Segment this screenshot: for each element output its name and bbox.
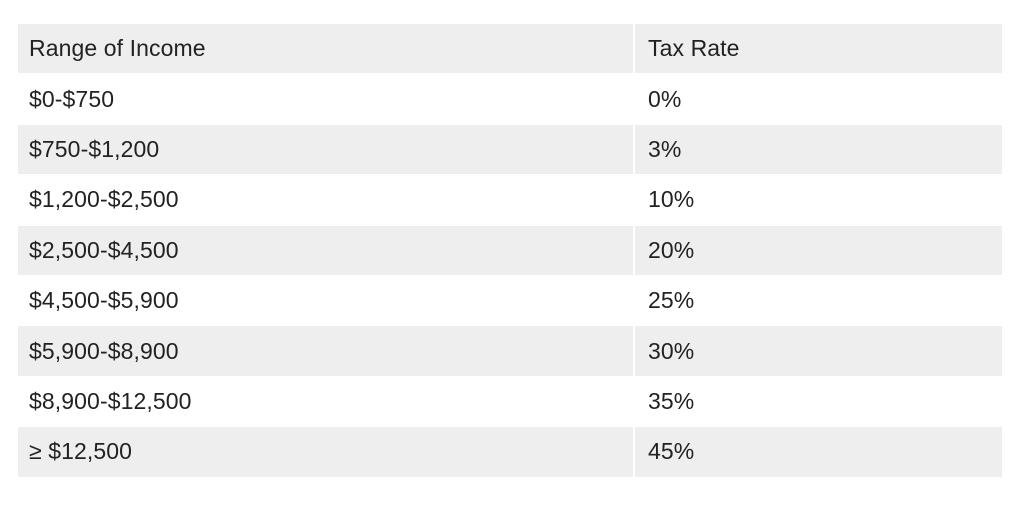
tax-rate-cell: 10% xyxy=(633,175,1002,225)
table-row: $4,500-$5,900 25% xyxy=(18,275,1002,327)
income-range-cell: $4,500-$5,900 xyxy=(18,275,633,326)
table-row: $8,900-$12,500 35% xyxy=(18,376,1002,428)
table-row: ≥ $12,500 45% xyxy=(18,427,1002,478)
income-range-cell: $2,500-$4,500 xyxy=(18,225,633,275)
table-row: $1,200-$2,500 10% xyxy=(18,175,1002,226)
header-range-of-income: Range of Income xyxy=(18,24,633,74)
income-range-cell: $0-$750 xyxy=(18,74,633,124)
header-tax-rate: Tax Rate xyxy=(633,24,1002,74)
tax-rate-table: Range of Income Tax Rate $0-$750 0% $750… xyxy=(18,24,1002,478)
table-row: $2,500-$4,500 20% xyxy=(18,225,1002,276)
tax-rate-cell: 45% xyxy=(633,427,1002,477)
income-range-cell: ≥ $12,500 xyxy=(18,427,633,477)
income-range-cell: $1,200-$2,500 xyxy=(18,175,633,225)
tax-rate-cell: 20% xyxy=(633,225,1002,275)
table-header-row: Range of Income Tax Rate xyxy=(18,24,1002,75)
income-range-cell: $5,900-$8,900 xyxy=(18,326,633,376)
tax-rate-cell: 0% xyxy=(633,74,1002,124)
tax-rate-cell: 25% xyxy=(633,275,1002,326)
table-row: $0-$750 0% xyxy=(18,74,1002,125)
income-range-cell: $750-$1,200 xyxy=(18,124,633,175)
income-range-cell: $8,900-$12,500 xyxy=(18,376,633,427)
table-row: $750-$1,200 3% xyxy=(18,124,1002,176)
tax-rate-cell: 3% xyxy=(633,124,1002,175)
tax-rate-cell: 30% xyxy=(633,326,1002,376)
tax-rate-cell: 35% xyxy=(633,376,1002,427)
table-row: $5,900-$8,900 30% xyxy=(18,326,1002,377)
